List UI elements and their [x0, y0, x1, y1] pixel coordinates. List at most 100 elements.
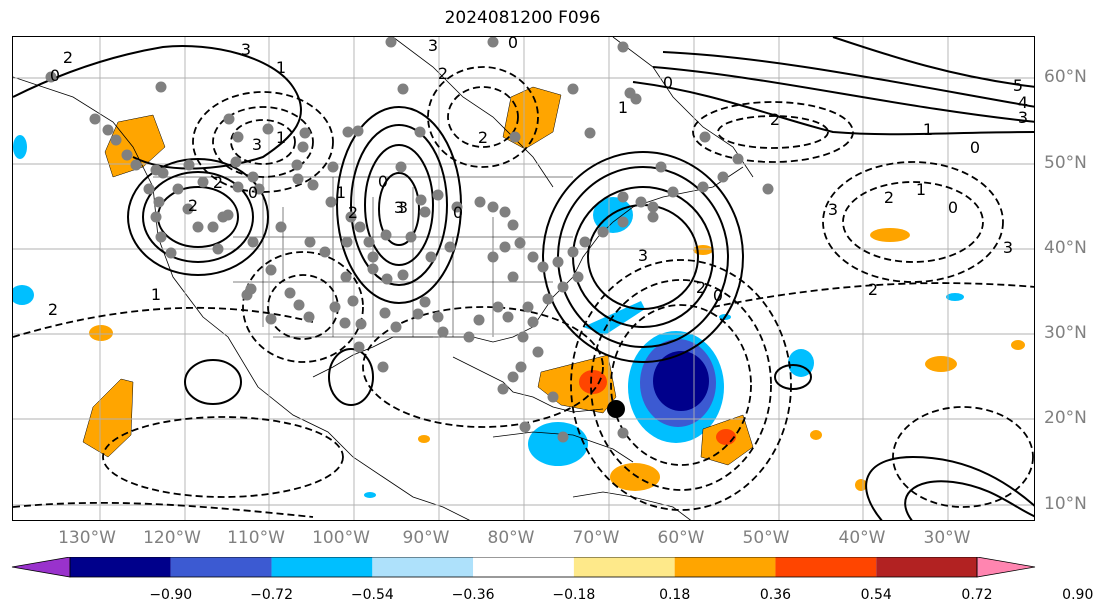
station-dot [542, 293, 554, 305]
positive-contours [13, 37, 1034, 520]
station-dot [507, 219, 519, 231]
station-dot [497, 383, 509, 395]
station-dot [307, 179, 319, 191]
station-dot [507, 271, 519, 283]
contour-label: 0 [378, 172, 388, 191]
contour-label: 2 [48, 300, 58, 319]
colorbar-tick-label: 0.72 [961, 587, 993, 603]
positive-anomaly-blob [925, 356, 957, 372]
positive-anomaly-blob [418, 435, 430, 443]
station-dot [667, 186, 679, 198]
station-dot [89, 113, 101, 125]
contour-label: 0 [508, 37, 518, 52]
contour-label: 1 [923, 120, 933, 139]
colorbar-under-triangle [11, 557, 71, 578]
contour-label: 2 [348, 203, 358, 222]
station-dot [381, 273, 393, 285]
station-dot [519, 421, 531, 433]
contour-label: 0 [453, 203, 463, 222]
station-dot [183, 159, 195, 171]
positive-anomaly-blob [610, 463, 660, 491]
station-dot [291, 159, 303, 171]
station-dot [463, 331, 475, 343]
station-dot [762, 183, 774, 195]
colorbar-tick-label: −0.18 [552, 587, 596, 603]
contour-label: 3 [252, 135, 262, 154]
colorbar-segment [271, 557, 373, 577]
positive-anomaly-core [579, 370, 607, 394]
station-dot [347, 295, 359, 307]
station-dot [377, 361, 389, 373]
station-dot [363, 236, 375, 248]
station-dot [432, 311, 444, 323]
station-dot [527, 316, 539, 328]
station-dot [275, 221, 287, 233]
positive-anomaly-blob [870, 228, 910, 242]
contour-label: 2 [868, 280, 878, 299]
contour-label: 4 [1018, 93, 1028, 112]
lon-tick-label: 130°W [58, 528, 116, 548]
contour-label: 1 [618, 98, 628, 117]
lon-tick-label: 60°W [657, 528, 705, 548]
station-dot [265, 313, 277, 325]
colorbar-tick-label: 0.18 [659, 587, 691, 603]
station-dots [45, 37, 774, 443]
station-dot [247, 171, 259, 183]
station-dot [217, 211, 229, 223]
contour-label: 3 [428, 37, 438, 55]
station-dot [325, 196, 337, 208]
contour-label: 2 [884, 188, 894, 207]
station-dot [630, 93, 642, 105]
contour-label: 1 [336, 183, 346, 202]
colorbar-segment [170, 557, 272, 577]
station-dot [355, 318, 367, 330]
station-dot [232, 131, 244, 143]
station-dot [329, 301, 341, 313]
station-dot [617, 427, 629, 439]
station-dot [354, 221, 366, 233]
colorbar-tick-label: 0.36 [759, 587, 792, 603]
station-dot [192, 221, 204, 233]
station-dot [414, 126, 426, 138]
station-dot [547, 391, 559, 403]
station-dot [341, 236, 353, 248]
colorbar-segment [473, 557, 574, 577]
contour-label: 0 [50, 66, 60, 85]
colorbar-tick-label: −0.90 [149, 587, 193, 603]
station-dot [514, 237, 526, 249]
station-dot [522, 301, 534, 313]
lat-tick-label: 40°N [1044, 238, 1087, 258]
contour-label: 1 [276, 128, 286, 147]
colorbar-segment [876, 557, 977, 577]
graticule [13, 37, 1034, 520]
station-dot [212, 243, 224, 255]
contour-label: 2 [213, 173, 223, 192]
colorbar-segment [573, 557, 675, 577]
negative-anomaly-blob [13, 285, 34, 305]
lon-tick-label: 90°W [402, 528, 450, 548]
lon-tick-label: 120°W [143, 528, 201, 548]
station-dot [155, 81, 167, 93]
station-dot [130, 159, 142, 171]
station-dot [102, 124, 114, 136]
lon-tick-label: 70°W [572, 528, 620, 548]
station-dot [567, 83, 579, 95]
contour-label: 2 [696, 278, 706, 297]
station-dot [230, 156, 242, 168]
station-dot [473, 314, 485, 326]
lon-tick-label: 30°W [923, 528, 971, 548]
station-dot [432, 189, 444, 201]
station-dot [297, 141, 309, 153]
station-dot [717, 171, 729, 183]
station-dot [567, 246, 579, 258]
station-dot [732, 153, 744, 165]
station-dot [487, 251, 499, 263]
colorbar-tick-label: 0.54 [860, 587, 892, 603]
station-dot [165, 247, 177, 259]
colorbar-tick-label: −0.72 [250, 587, 293, 603]
station-dot [487, 37, 499, 48]
negative-anomaly-blob [528, 422, 588, 466]
station-dot [397, 83, 409, 95]
